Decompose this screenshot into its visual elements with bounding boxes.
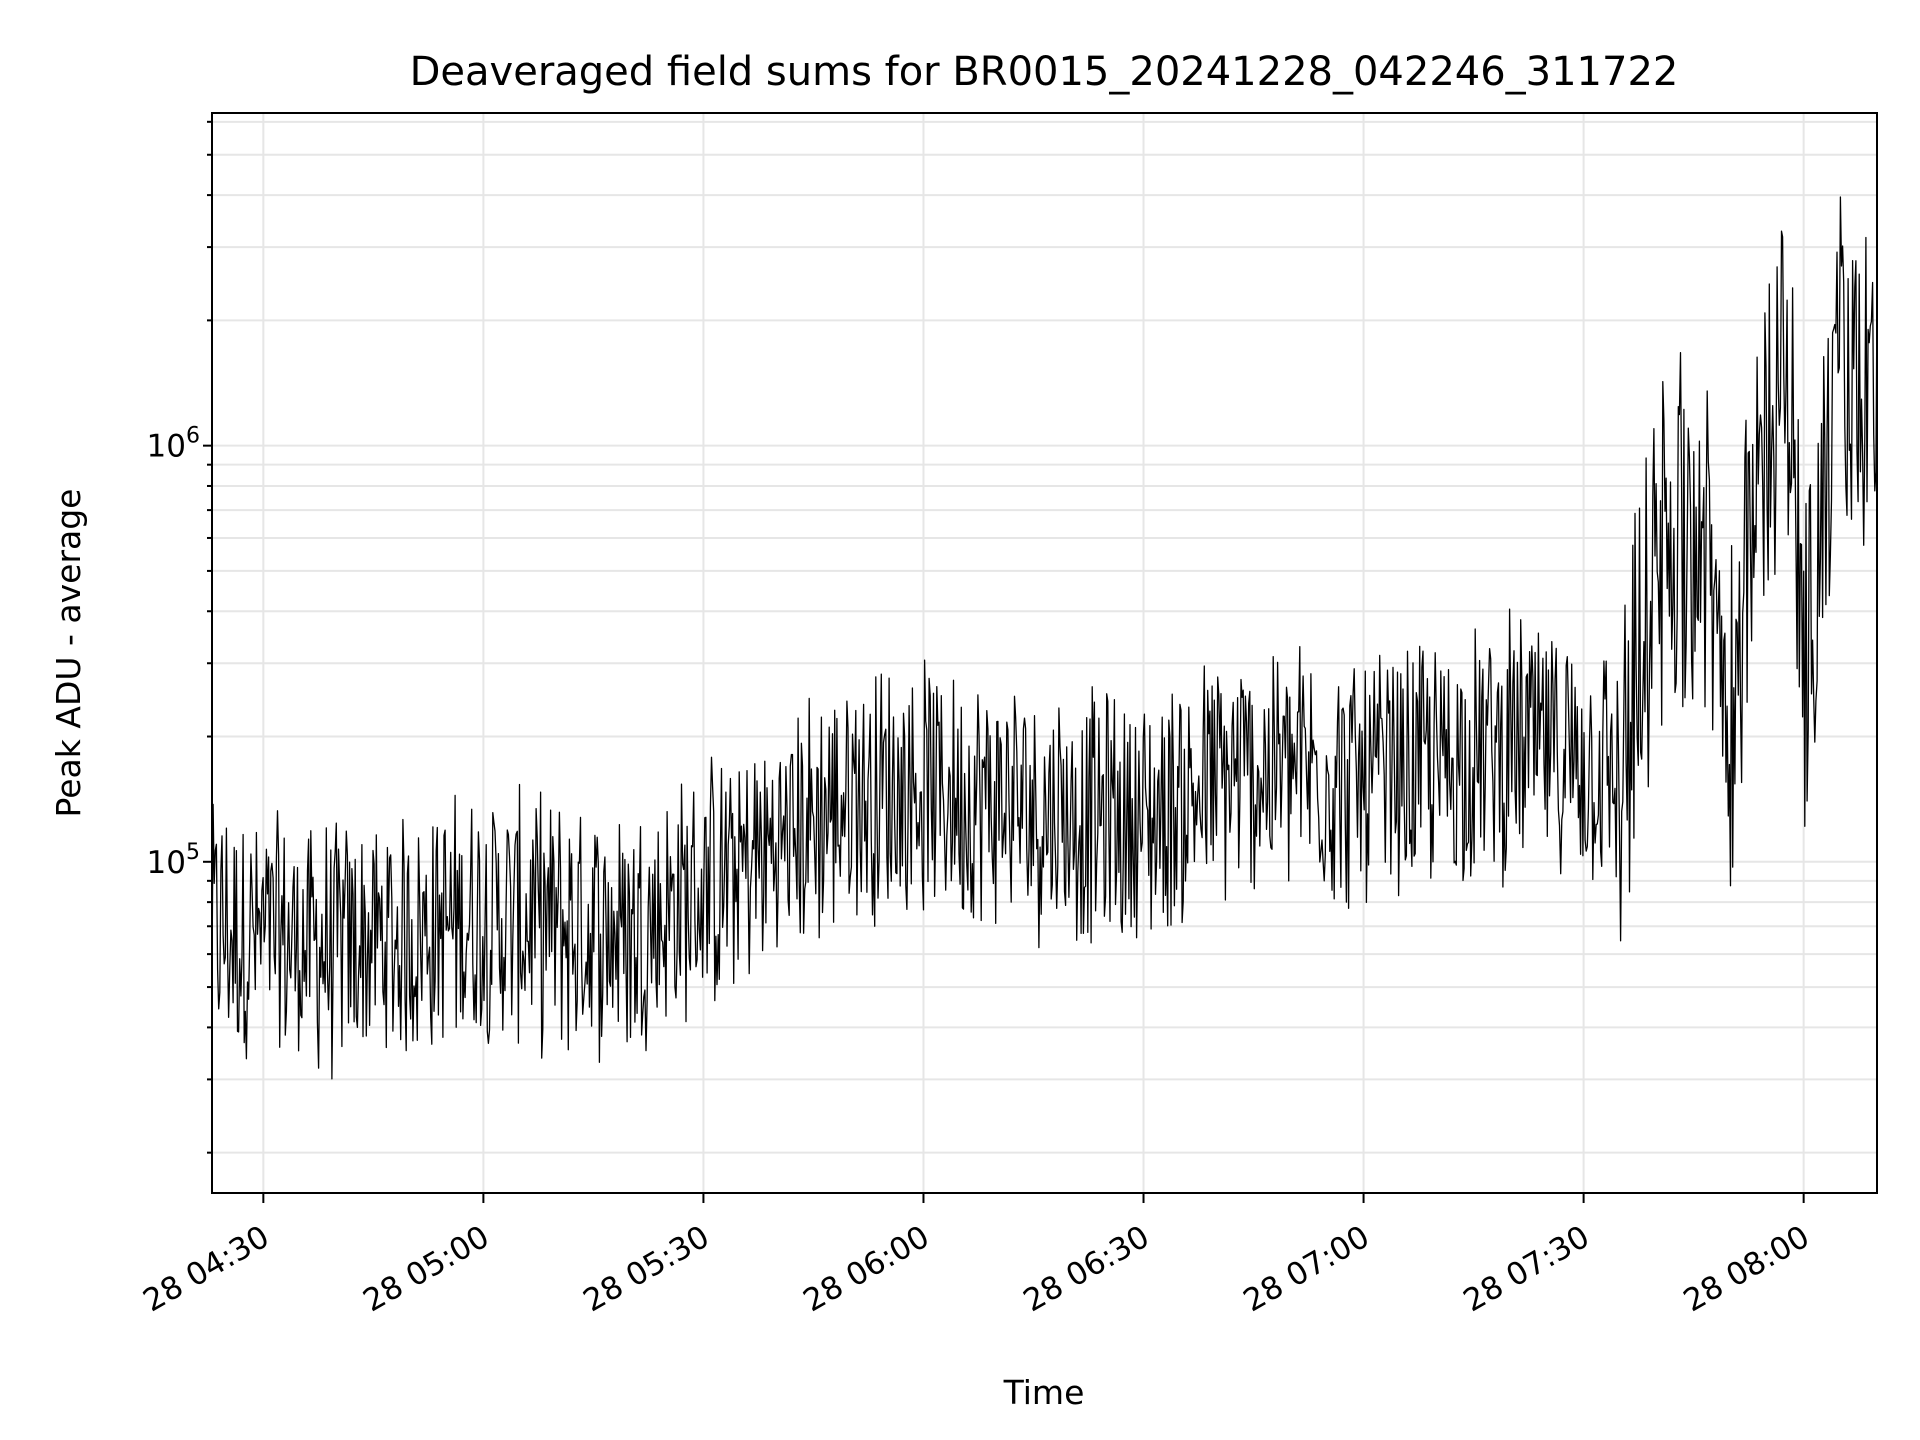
series-line (211, 196, 1878, 1080)
chart-title: Deaveraged field sums for BR0015_2024122… (410, 49, 1679, 95)
y-axis-title: Peak ADU - average (49, 489, 88, 818)
y-tick-label: 106 (147, 424, 200, 465)
y-tick-label: 105 (147, 840, 200, 881)
y-gridlines (212, 120, 1877, 1154)
x-gridlines (262, 113, 1805, 1193)
y-axis-ticks: 105 106 (147, 120, 212, 1154)
plot-frame (211, 112, 1878, 1194)
x-axis-title: Time (1003, 1373, 1085, 1412)
